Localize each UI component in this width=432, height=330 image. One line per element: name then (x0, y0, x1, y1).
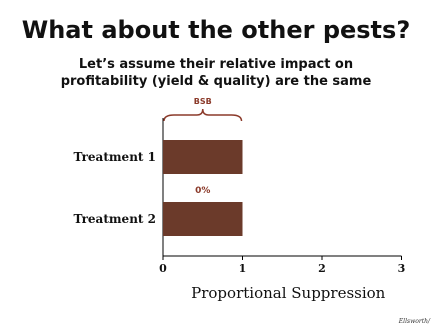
x-tick-label-3: 3 (398, 262, 406, 275)
bsb-brace (163, 108, 243, 122)
x-tick-label-0: 0 (159, 262, 167, 275)
bar-treatment-1 (163, 140, 243, 174)
zero-percent-annotation: 0% (195, 186, 210, 196)
credit-text: Ellsworth/ (398, 318, 430, 325)
slide-subtitle-line-2: profitability (yield & quality) are the … (60, 74, 372, 89)
slide-title: What about the other pests? (21, 16, 411, 44)
x-tick-label-1: 1 (239, 262, 247, 275)
x-axis-label: Proportional Suppression (191, 284, 386, 302)
bsb-annotation-label: BSB (194, 97, 212, 106)
category-label-treatment-1: Treatment 1 (74, 150, 156, 164)
x-tick-label-2: 2 (318, 262, 326, 275)
slide-subtitle-line-1: Let’s assume their relative impact on (78, 57, 354, 72)
category-label-treatment-2: Treatment 2 (74, 212, 156, 226)
bar-treatment-2 (163, 202, 243, 236)
